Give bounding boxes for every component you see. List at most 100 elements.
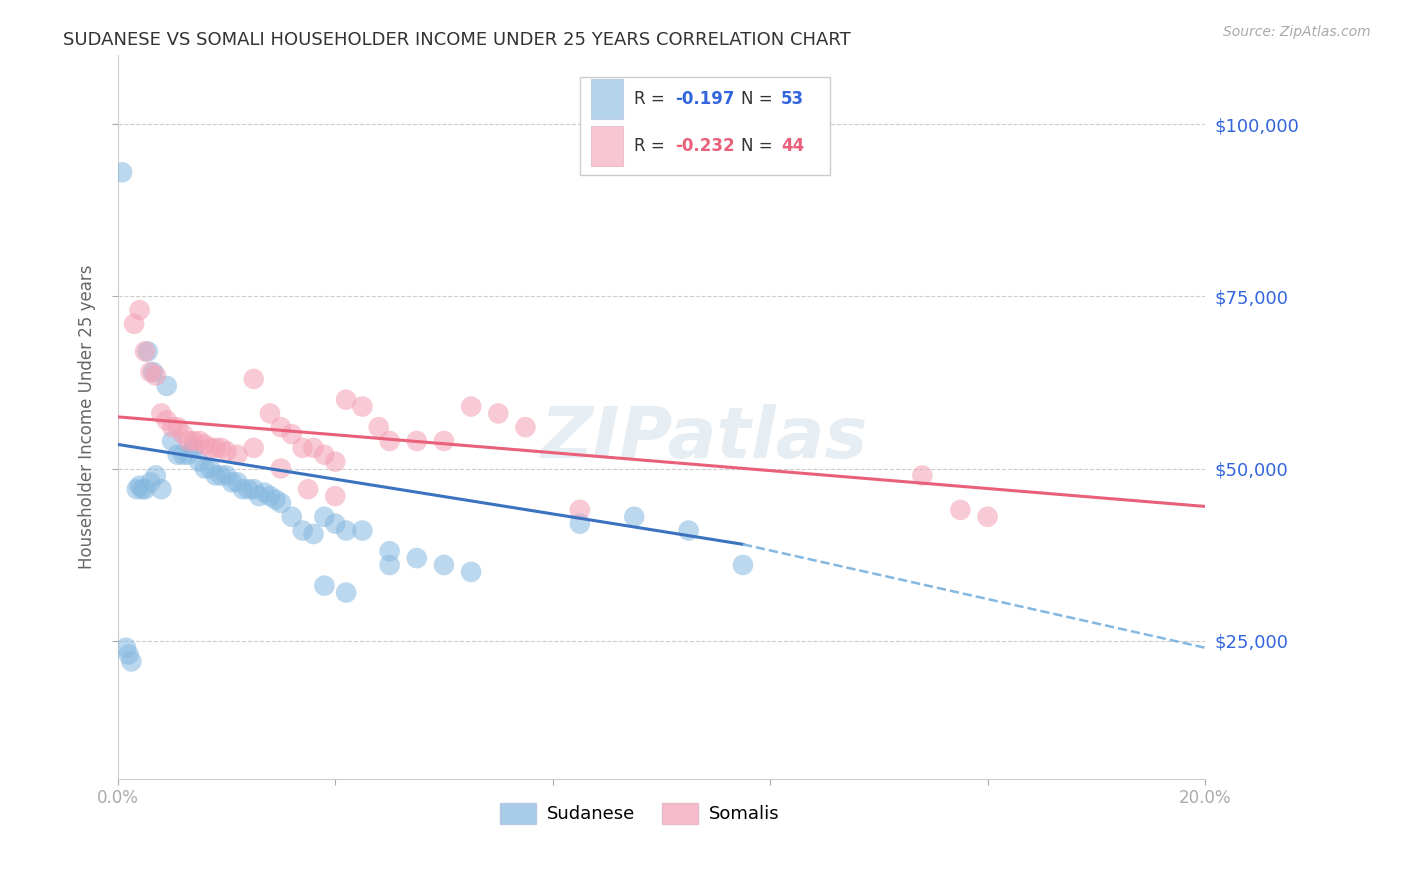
Point <box>232 482 254 496</box>
Text: N =: N = <box>741 90 778 108</box>
Point <box>568 516 591 531</box>
Point <box>118 648 141 662</box>
Point <box>486 406 509 420</box>
Point <box>242 482 264 496</box>
Point <box>200 461 222 475</box>
Point <box>259 489 281 503</box>
Point <box>215 444 238 458</box>
Point <box>568 503 591 517</box>
Point <box>172 427 194 442</box>
Text: R =: R = <box>634 136 671 155</box>
Point <box>323 516 346 531</box>
Point <box>120 655 142 669</box>
FancyBboxPatch shape <box>591 127 623 166</box>
Point <box>335 585 357 599</box>
Point <box>209 441 232 455</box>
Point <box>204 441 226 455</box>
Text: ZIPatlas: ZIPatlas <box>541 404 869 473</box>
Point <box>131 482 153 496</box>
Point <box>188 434 211 448</box>
Point <box>302 527 325 541</box>
Point <box>150 406 173 420</box>
Point <box>911 468 934 483</box>
Point <box>226 475 249 490</box>
Point <box>156 413 179 427</box>
Point <box>139 365 162 379</box>
Point <box>125 482 148 496</box>
Point <box>378 434 401 448</box>
Point <box>352 524 374 538</box>
Point <box>128 303 150 318</box>
Point <box>204 468 226 483</box>
Point <box>122 317 145 331</box>
Point <box>949 503 972 517</box>
Point <box>142 365 165 379</box>
Point <box>433 434 456 448</box>
Point <box>128 479 150 493</box>
Point <box>160 420 183 434</box>
Point <box>291 441 314 455</box>
Point <box>194 461 217 475</box>
Legend: Sudanese, Somalis: Sudanese, Somalis <box>492 796 787 831</box>
Point <box>194 437 217 451</box>
Point <box>460 565 482 579</box>
Point <box>367 420 389 434</box>
Point <box>177 434 200 448</box>
Point <box>215 468 238 483</box>
Point <box>335 524 357 538</box>
Text: -0.197: -0.197 <box>675 90 735 108</box>
Point <box>253 485 276 500</box>
Point <box>209 468 232 483</box>
Point <box>247 489 270 503</box>
Point <box>264 492 287 507</box>
Point <box>281 509 304 524</box>
Point <box>226 448 249 462</box>
Point <box>111 165 134 179</box>
Point <box>166 448 188 462</box>
Point <box>242 441 264 455</box>
Point <box>145 368 167 383</box>
Point <box>188 455 211 469</box>
Point <box>183 441 205 455</box>
Point <box>378 558 401 572</box>
Point <box>166 420 188 434</box>
Point <box>314 509 336 524</box>
Point <box>281 427 304 442</box>
Point <box>156 379 179 393</box>
Point <box>177 448 200 462</box>
Point <box>405 551 427 566</box>
Point <box>515 420 537 434</box>
Point <box>139 475 162 490</box>
Point <box>314 579 336 593</box>
Point <box>242 372 264 386</box>
Text: SUDANESE VS SOMALI HOUSEHOLDER INCOME UNDER 25 YEARS CORRELATION CHART: SUDANESE VS SOMALI HOUSEHOLDER INCOME UN… <box>63 31 851 49</box>
Text: 44: 44 <box>780 136 804 155</box>
Point <box>183 434 205 448</box>
Point <box>335 392 357 407</box>
Point <box>378 544 401 558</box>
Point <box>314 448 336 462</box>
FancyBboxPatch shape <box>591 79 623 120</box>
Point <box>270 461 292 475</box>
Y-axis label: Householder Income Under 25 years: Householder Income Under 25 years <box>79 265 96 569</box>
Point <box>270 420 292 434</box>
Point <box>302 441 325 455</box>
Point <box>134 482 156 496</box>
Point <box>731 558 754 572</box>
Point <box>297 482 319 496</box>
Point <box>136 344 159 359</box>
Point <box>623 509 645 524</box>
Text: 53: 53 <box>780 90 804 108</box>
Point <box>270 496 292 510</box>
Point <box>460 400 482 414</box>
Point <box>323 455 346 469</box>
Point <box>221 475 243 490</box>
Point <box>259 406 281 420</box>
Text: -0.232: -0.232 <box>675 136 735 155</box>
Point <box>238 482 260 496</box>
Point <box>433 558 456 572</box>
Point <box>150 482 173 496</box>
Point <box>115 640 138 655</box>
Point <box>134 344 156 359</box>
Text: N =: N = <box>741 136 778 155</box>
